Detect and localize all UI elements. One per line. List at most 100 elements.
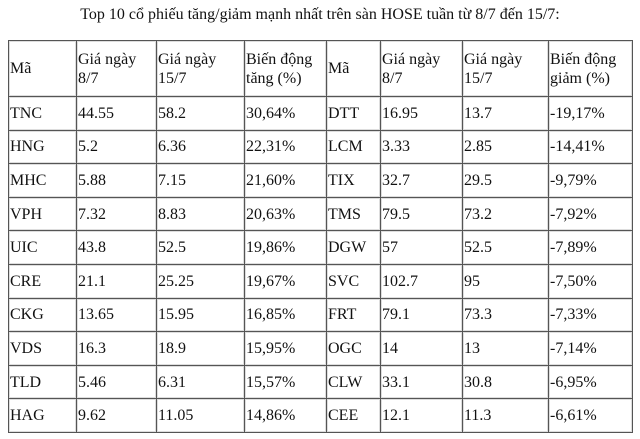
table-cell: 13.65 [76, 297, 157, 333]
table-cell: 9.62 [76, 398, 157, 433]
table-cell: 43.8 [76, 230, 157, 265]
table-cell: 102.7 [380, 263, 463, 299]
table-cell: FRT [326, 297, 381, 333]
table-cell: 2.85 [462, 129, 549, 165]
table-cell: OGC [326, 331, 381, 366]
table-cell: 32.7 [380, 163, 463, 198]
table-cell: LCM [326, 129, 381, 165]
table-cell: 33.1 [380, 364, 463, 400]
table-cell: CLW [326, 364, 381, 400]
table-cell: 19,86% [244, 230, 327, 265]
table-cell: 18.9 [156, 331, 245, 366]
table-cell: 52.5 [462, 230, 549, 265]
table-cell: 30.8 [462, 364, 549, 400]
table-cell: 8.83 [156, 196, 245, 232]
table-cell: 11.3 [462, 398, 549, 433]
table-cell: -7,33% [548, 297, 633, 333]
table-cell: 19,67% [244, 263, 327, 299]
table-cell: 7.15 [156, 163, 245, 198]
table-cell: -6,95% [548, 364, 633, 400]
table-cell: TLD [8, 364, 77, 400]
table-cell: 29.5 [462, 163, 549, 198]
header-row: Mã Giá ngày 8/7 Giá ngày 15/7 Biến động … [8, 40, 633, 97]
header-cell: Biến động tăng (%) [244, 40, 327, 97]
table-row: CKG 13.65 15.95 16,85% FRT 79.1 73.3 -7,33% [8, 297, 633, 333]
table-cell: -14,41% [548, 129, 633, 165]
table-row: HAG 9.62 11.05 14,86% CEE 12.1 11.3 -6,61% [8, 398, 633, 433]
table-cell: -9,79% [548, 163, 633, 198]
table-cell: -7,92% [548, 196, 633, 232]
table-cell: CRE [8, 263, 77, 299]
table-cell: 14 [380, 331, 463, 366]
table-cell: MHC [8, 163, 77, 198]
table-cell: 22,31% [244, 129, 327, 165]
header-cell: Giá ngày 8/7 [76, 40, 157, 97]
header-cell: Giá ngày 15/7 [156, 40, 245, 97]
table-cell: 15,57% [244, 364, 327, 400]
table-cell: VPH [8, 196, 77, 232]
table-cell: SVC [326, 263, 381, 299]
table-cell: HAG [8, 398, 77, 433]
table-cell: 79.1 [380, 297, 463, 333]
table-cell: 73.2 [462, 196, 549, 232]
table-cell: 79.5 [380, 196, 463, 232]
table-cell: UIC [8, 230, 77, 265]
header-cell: Mã [326, 40, 381, 97]
table-cell: 20,63% [244, 196, 327, 232]
table-title: Top 10 cổ phiếu tăng/giảm mạnh nhất trên… [80, 6, 560, 23]
table-row: VPH 7.32 8.83 20,63% TMS 79.5 73.2 -7,92% [8, 196, 633, 232]
table-cell: 12.1 [380, 398, 463, 433]
table-cell: DGW [326, 230, 381, 265]
table-cell: CEE [326, 398, 381, 433]
table-cell: 13.7 [462, 96, 549, 131]
table-cell: 11.05 [156, 398, 245, 433]
table-cell: 5.46 [76, 364, 157, 400]
table-cell: 44.55 [76, 96, 157, 131]
table-cell: HNG [8, 129, 77, 165]
table-cell: -7,14% [548, 331, 633, 366]
table-row: TNC 44.55 58.2 30,64% DTT 16.95 13.7 -19,17% [8, 96, 633, 131]
table-cell: -7,89% [548, 230, 633, 265]
header-cell: Biến động giảm (%) [548, 40, 633, 97]
table-cell: 5.88 [76, 163, 157, 198]
table-cell: 15.95 [156, 297, 245, 333]
table-cell: 21,60% [244, 163, 327, 198]
table-cell: 16.95 [380, 96, 463, 131]
table-cell: TIX [326, 163, 381, 198]
table-cell: 6.31 [156, 364, 245, 400]
table-cell: 5.2 [76, 129, 157, 165]
table-cell: 7.32 [76, 196, 157, 232]
table-cell: -7,50% [548, 263, 633, 299]
table-cell: 95 [462, 263, 549, 299]
table-cell: -6,61% [548, 398, 633, 433]
table-cell: 3.33 [380, 129, 463, 165]
table-cell: 73.3 [462, 297, 549, 333]
table-row: HNG 5.2 6.36 22,31% LCM 3.33 2.85 -14,41% [8, 129, 633, 165]
header-cell: Giá ngày 8/7 [380, 40, 463, 97]
table-row: MHC 5.88 7.15 21,60% TIX 32.7 29.5 -9,79% [8, 163, 633, 198]
table-cell: 21.1 [76, 263, 157, 299]
table-cell: 58.2 [156, 96, 245, 131]
table-cell: 14,86% [244, 398, 327, 433]
header-cell: Mã [8, 40, 77, 97]
table-cell: -19,17% [548, 96, 633, 131]
table-cell: VDS [8, 331, 77, 366]
header-cell: Giá ngày 15/7 [462, 40, 549, 97]
table-row: VDS 16.3 18.9 15,95% OGC 14 13 -7,14% [8, 331, 633, 366]
table-cell: 16,85% [244, 297, 327, 333]
table-cell: 16.3 [76, 331, 157, 366]
table-cell: TNC [8, 96, 77, 131]
table-cell: 25.25 [156, 263, 245, 299]
table-row: UIC 43.8 52.5 19,86% DGW 57 52.5 -7,89% [8, 230, 633, 265]
table-cell: 15,95% [244, 331, 327, 366]
table-cell: TMS [326, 196, 381, 232]
table-row: CRE 21.1 25.25 19,67% SVC 102.7 95 -7,50% [8, 263, 633, 299]
table-cell: 30,64% [244, 96, 327, 131]
table-cell: CKG [8, 297, 77, 333]
table-cell: 13 [462, 331, 549, 366]
table-cell: 57 [380, 230, 463, 265]
table-cell: 52.5 [156, 230, 245, 265]
table-row: TLD 5.46 6.31 15,57% CLW 33.1 30.8 -6,95% [8, 364, 633, 400]
table-cell: 6.36 [156, 129, 245, 165]
table-cell: DTT [326, 96, 381, 131]
